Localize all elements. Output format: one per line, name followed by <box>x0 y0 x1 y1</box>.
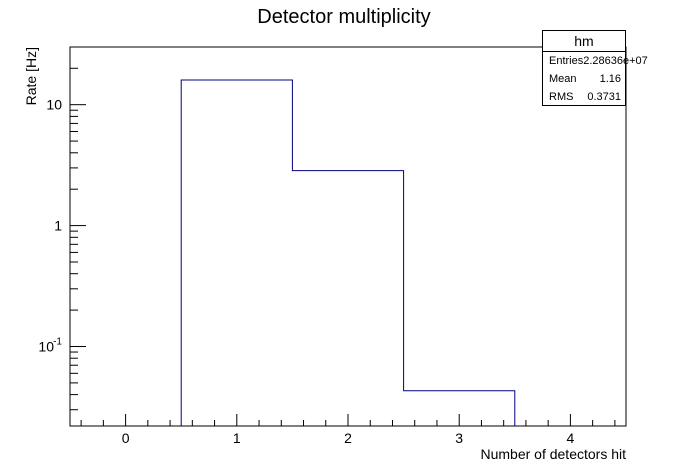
x-tick-label: 2 <box>344 430 352 446</box>
chart-title: Detector multiplicity <box>257 6 430 28</box>
histogram-bin <box>404 391 515 426</box>
y-tick-label: 1 <box>54 218 62 234</box>
histogram-outline <box>180 79 516 426</box>
stats-title: hm <box>543 31 625 52</box>
histogram-bin <box>292 171 403 426</box>
x-tick-label: 3 <box>455 430 463 446</box>
stats-value: 2.28636e+07 <box>583 55 648 67</box>
stats-value: 1.16 <box>599 73 621 85</box>
x-axis-label: Number of detectors hit <box>480 446 626 462</box>
stats-box: hm Entries 2.28636e+07 Mean 1.16 RMS 0.3… <box>542 30 648 106</box>
x-tick-label: 1 <box>233 430 241 446</box>
stats-row-mean: Mean 1.16 <box>543 70 625 88</box>
stats-row-rms: RMS 0.3731 <box>543 88 625 106</box>
stats-label: Entries <box>549 55 584 67</box>
y-axis-label: Rate [Hz] <box>23 47 39 105</box>
stats-label: RMS <box>549 91 574 103</box>
y-tick-exponent: -1 <box>53 336 62 347</box>
histogram-bins <box>181 80 515 426</box>
x-tick-label: 4 <box>567 430 575 446</box>
y-tick-label: 10 <box>46 97 62 113</box>
stats-value: 0.3731 <box>587 91 621 103</box>
y-tick-label: 10 <box>38 338 54 354</box>
x-tick-label: 0 <box>122 430 130 446</box>
x-axis: 0 1 2 3 4 <box>80 414 616 446</box>
stats-row-entries: Entries 2.28636e+07 <box>543 52 648 70</box>
stats-label: Mean <box>549 73 577 85</box>
histogram-bin <box>181 80 292 426</box>
